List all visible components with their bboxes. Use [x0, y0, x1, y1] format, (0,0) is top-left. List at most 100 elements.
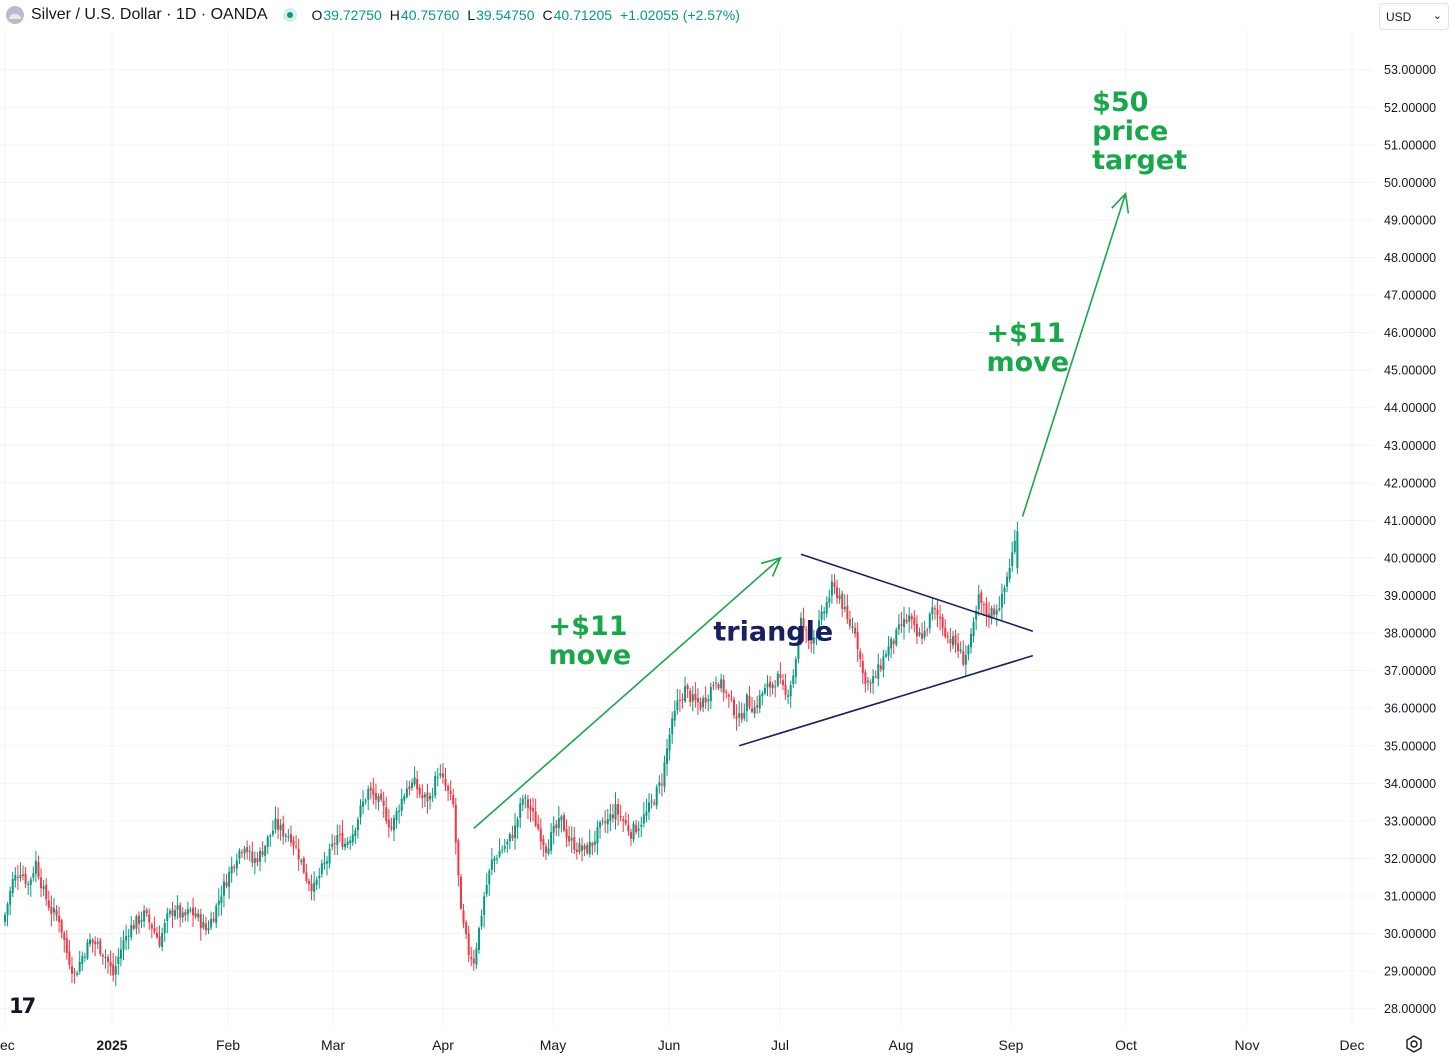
symbol-title[interactable]: Silver / U.S. Dollar · 1D · OANDA	[31, 6, 268, 23]
candle-body	[614, 804, 617, 820]
candle-body	[872, 676, 875, 684]
candle-body	[544, 846, 547, 853]
price-tick-label: 42.00000	[1384, 476, 1436, 490]
candle-body	[246, 847, 249, 853]
candle-body	[338, 834, 341, 836]
candle-body	[122, 940, 125, 950]
candle-body	[1000, 593, 1003, 608]
candle-body	[408, 786, 411, 790]
candle-body	[323, 862, 326, 865]
candle-body	[578, 843, 581, 852]
time-axis: ec 2025 Feb Mar Apr May Jun Jul Aug Sep Oct Nov Dec	[0, 1037, 1364, 1053]
candle-body	[331, 844, 334, 847]
price-tick-label: 35.00000	[1384, 739, 1436, 753]
candle-body	[779, 674, 782, 679]
candle-body	[640, 824, 643, 827]
candle-body	[228, 871, 231, 887]
arrow-head	[1111, 191, 1130, 214]
candle-body	[189, 909, 192, 911]
candle-body	[910, 615, 913, 620]
candle-body	[884, 654, 887, 657]
candle-body	[78, 961, 81, 972]
candle-body	[292, 840, 295, 846]
trend-arrow	[473, 557, 781, 830]
candle-body	[526, 799, 529, 808]
trend-arrow	[1021, 193, 1127, 517]
candle-body	[761, 693, 764, 697]
candle-body	[712, 685, 715, 687]
candle-body	[202, 921, 205, 928]
candle-body	[751, 708, 754, 712]
candle-body	[694, 694, 697, 700]
candle-body	[282, 823, 285, 837]
candle-body	[671, 718, 674, 735]
candle-body	[240, 852, 243, 854]
candle-body	[192, 907, 195, 916]
candle-body	[882, 656, 885, 671]
candle-body	[696, 697, 699, 703]
candle-body	[470, 957, 473, 960]
candle-body	[637, 828, 640, 831]
price-tick-label: 43.00000	[1384, 439, 1436, 453]
time-tick-label: Aug	[889, 1037, 914, 1053]
candle-body	[874, 676, 877, 678]
candle-body	[24, 873, 27, 885]
candle-body	[560, 816, 563, 821]
candle-body	[16, 877, 19, 879]
candle-body	[199, 914, 202, 929]
candle-body	[771, 684, 774, 689]
candle-body	[395, 811, 398, 821]
candle-body	[666, 748, 669, 764]
candle-body	[233, 867, 236, 869]
candle-body	[537, 823, 540, 829]
candle-body	[596, 827, 599, 844]
candle-body	[119, 949, 122, 959]
candle-body	[431, 795, 434, 797]
candle-body	[815, 637, 818, 640]
candle-body	[259, 851, 262, 862]
candle-body	[503, 846, 506, 849]
candle-body	[9, 891, 12, 905]
candle-body	[650, 800, 653, 802]
candle-body	[727, 694, 730, 697]
candle-body	[622, 819, 625, 822]
candle-body	[557, 818, 560, 829]
low-value: L39.54750	[467, 7, 535, 23]
candle-body	[225, 882, 228, 887]
time-tick-label: Jun	[658, 1037, 681, 1053]
candle-body	[784, 684, 787, 695]
candle-body	[73, 971, 76, 973]
candle-body	[913, 617, 916, 626]
candle-body	[496, 858, 499, 860]
candle-body	[310, 883, 313, 891]
time-tick-label: Oct	[1115, 1037, 1137, 1053]
candle-body	[125, 936, 128, 941]
candle-body	[838, 595, 841, 600]
candle-body	[797, 637, 800, 660]
market-status-icon[interactable]	[283, 8, 298, 22]
price-tick-label: 41.00000	[1384, 514, 1436, 528]
candle-body	[104, 956, 107, 958]
candle-body	[766, 683, 769, 688]
candle-body	[480, 915, 483, 927]
candle-body	[714, 682, 717, 684]
candle-body	[253, 858, 256, 863]
candle-body	[823, 611, 826, 614]
candle-body	[467, 933, 470, 956]
change-value: +1.02055 (+2.57%)	[620, 7, 740, 23]
candle-body	[91, 939, 94, 943]
candle-body	[426, 792, 429, 802]
candle-body	[390, 826, 393, 829]
candle-body	[485, 885, 488, 895]
candle-body	[50, 906, 53, 915]
candle-body	[166, 913, 169, 921]
arrow-head	[760, 556, 782, 577]
candle-body	[132, 925, 135, 929]
candle-body	[137, 915, 140, 924]
currency-select[interactable]: USD ⌄	[1379, 3, 1449, 30]
settings-icon[interactable]	[1404, 1034, 1424, 1054]
candle-body	[400, 798, 403, 811]
candle-body	[462, 910, 465, 924]
candle-body	[83, 956, 86, 958]
